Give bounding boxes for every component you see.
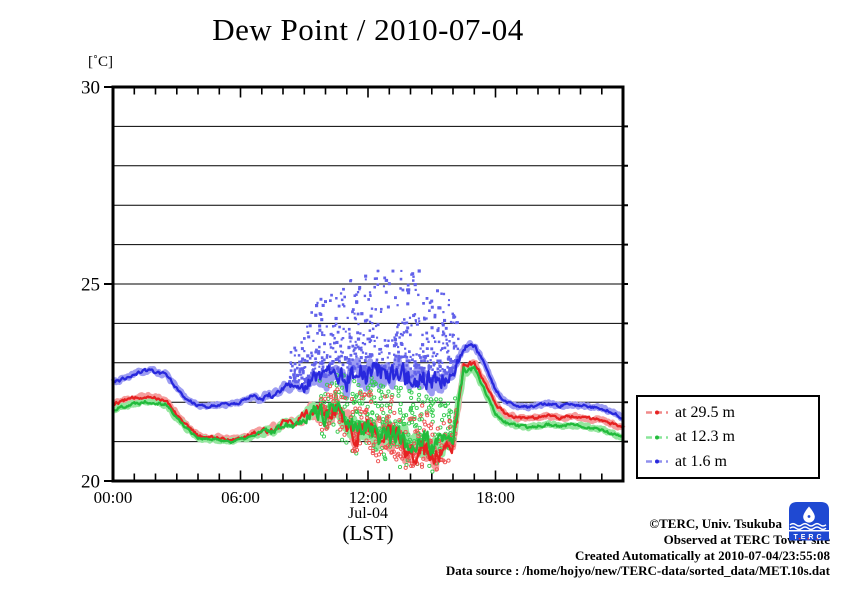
x-axis-ticks (112, 88, 624, 480)
logo-text: TERC (793, 534, 824, 541)
series-line-at-12-3-m (112, 365, 624, 456)
credit-line-created: Created Automatically at 2010-07-04/23:5… (574, 547, 830, 563)
legend-item-12-3m: at 12.3 m (646, 428, 818, 446)
x-axis-unit-label: (LST) (342, 521, 394, 545)
x-tick-label: 12:00 (349, 488, 388, 507)
legend: at 29.5 m at 12.3 m at 1.6 m (636, 395, 820, 479)
y-axis-unit-label: [˚C] (88, 54, 113, 70)
legend-item-29-5m: at 29.5 m (646, 404, 818, 422)
legend-item-label: at 12.3 m (675, 428, 735, 445)
legend-item-label: at 1.6 m (675, 452, 727, 470)
terc-logo: TERC (789, 502, 829, 541)
footer-credits: ©TERC, Univ. Tsukuba Observed at TERC To… (446, 516, 830, 579)
legend-item-label: at 29.5 m (675, 403, 735, 421)
y-tick-label: 30 (81, 78, 100, 99)
logo-wave-line (789, 526, 827, 531)
y-tick-label: 20 (81, 472, 100, 493)
credit-line-copyright: ©TERC, Univ. Tsukuba (649, 516, 782, 531)
legend-item-1-6m: at 1.6 m (646, 453, 818, 471)
x-tick-label: 06:00 (221, 488, 260, 507)
green-dash-dot-marker-icon (646, 435, 668, 439)
y-tick-label: 25 (81, 275, 100, 296)
series-line-at-1-6-m (112, 343, 624, 420)
x-tick-label: 18:00 (476, 488, 515, 507)
x-tick-label: 00:00 (94, 488, 133, 507)
page-title: Dew Point / 2010-07-04 (212, 12, 524, 47)
x-axis-date-label: Jul-04 (348, 505, 388, 522)
logo-wave-line (789, 522, 827, 527)
blue-dash-dot-marker-icon (646, 459, 668, 464)
y-axis-ticks (104, 86, 628, 482)
logo-drop-icon (803, 506, 815, 523)
red-dash-dot-marker-icon (646, 410, 668, 415)
credit-line-observed: Observed at TERC Tower site (663, 531, 830, 547)
credit-line-datasource: Data source : /home/hojyo/new/TERC-data/… (445, 563, 830, 579)
